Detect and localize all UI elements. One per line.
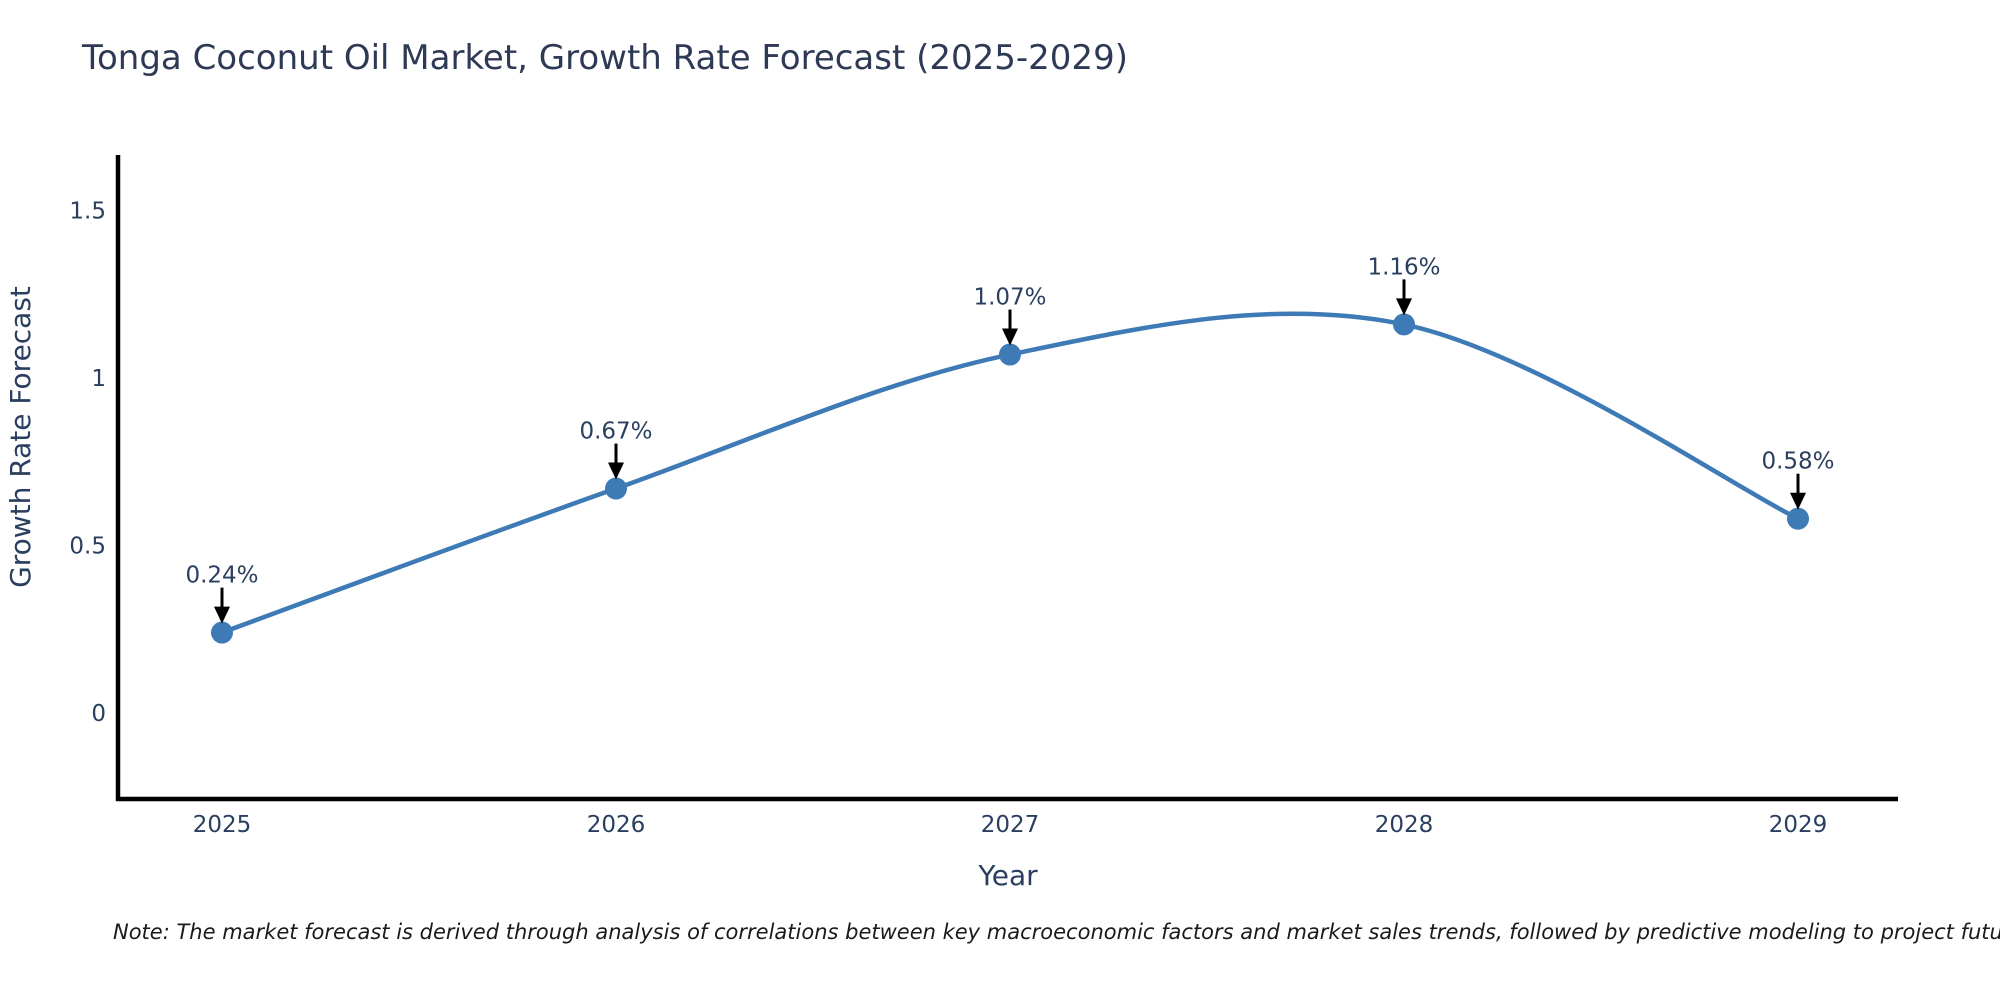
axis-lines bbox=[115, 155, 1898, 802]
point-value-label: 1.07% bbox=[973, 285, 1046, 311]
axes bbox=[115, 155, 1898, 802]
y-axis-title: Growth Rate Forecast bbox=[4, 286, 37, 588]
data-point-marker bbox=[1393, 313, 1415, 336]
data-point-marker bbox=[1787, 507, 1809, 530]
x-tick-label: 2025 bbox=[193, 812, 252, 838]
x-axis-title: Year bbox=[977, 859, 1038, 892]
x-tick-label: 2028 bbox=[1375, 812, 1434, 838]
point-annotations: 0.24% 0.67% 1.07% 1.16% 0.58% bbox=[185, 254, 1835, 624]
point-value-label: 1.16% bbox=[1367, 254, 1440, 280]
point-value-label: 0.58% bbox=[1761, 449, 1834, 475]
point-value-label: 0.67% bbox=[579, 419, 652, 445]
data-point-marker bbox=[999, 343, 1021, 366]
x-tick-label: 2026 bbox=[587, 812, 646, 838]
x-tick-label: 2027 bbox=[981, 812, 1040, 838]
data-point-marker bbox=[605, 477, 627, 500]
data-point-marker bbox=[211, 621, 233, 644]
annotation-arrowhead-icon bbox=[608, 462, 624, 480]
chart-title: Tonga Coconut Oil Market, Growth Rate Fo… bbox=[82, 38, 1128, 78]
annotation-arrowhead-icon bbox=[1002, 328, 1018, 346]
y-tick-label: 0.5 bbox=[69, 534, 106, 560]
footnote-text: Note: The market forecast is derived thr… bbox=[113, 920, 2000, 944]
x-tick-label: 2029 bbox=[1769, 812, 1828, 838]
y-axis-tick-labels: 0 0.5 1 1.5 bbox=[69, 199, 106, 727]
x-axis-tick-labels: 2025 2026 2027 2028 2029 bbox=[193, 812, 1828, 838]
annotation-arrowhead-icon bbox=[214, 606, 230, 624]
point-value-label: 0.24% bbox=[185, 563, 258, 589]
trend-line-series bbox=[211, 311, 1809, 644]
y-tick-label: 1.5 bbox=[69, 199, 106, 225]
y-tick-label: 1 bbox=[91, 366, 106, 392]
annotation-arrowhead-icon bbox=[1396, 298, 1412, 316]
annotation-arrowhead-icon bbox=[1790, 492, 1806, 510]
y-tick-label: 0 bbox=[91, 701, 106, 727]
